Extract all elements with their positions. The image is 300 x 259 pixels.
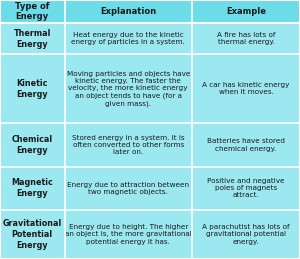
Bar bbox=[64, 210, 192, 259]
Bar bbox=[0, 54, 64, 124]
Text: Energy due to height. The higher
an object is, the more gravitational
potential : Energy due to height. The higher an obje… bbox=[65, 224, 192, 244]
Text: Explanation: Explanation bbox=[100, 7, 156, 16]
Text: Moving particles and objects have
kinetic energy. The faster the
velocity, the m: Moving particles and objects have kineti… bbox=[67, 71, 190, 107]
Text: A car has kinetic energy
when it moves.: A car has kinetic energy when it moves. bbox=[202, 82, 290, 95]
Text: Thermal
Energy: Thermal Energy bbox=[14, 29, 51, 49]
Text: Kinetic
Energy: Kinetic Energy bbox=[16, 79, 48, 99]
Text: Energy due to attraction between
two magnetic objects.: Energy due to attraction between two mag… bbox=[67, 182, 189, 195]
Text: Type of
Energy: Type of Energy bbox=[15, 2, 50, 21]
Bar bbox=[0, 210, 64, 259]
Bar bbox=[192, 210, 300, 259]
Bar bbox=[0, 124, 64, 167]
Bar bbox=[64, 54, 192, 124]
Text: Stored energy in a system. It is
often converted to other forms
later on.: Stored energy in a system. It is often c… bbox=[72, 135, 184, 155]
Text: Gravitational
Potential
Energy: Gravitational Potential Energy bbox=[3, 219, 62, 250]
Bar bbox=[192, 167, 300, 210]
Bar bbox=[0, 0, 64, 23]
Bar bbox=[192, 0, 300, 23]
Bar bbox=[64, 124, 192, 167]
Text: Batteries have stored
chemical energy.: Batteries have stored chemical energy. bbox=[207, 138, 285, 152]
Bar bbox=[192, 54, 300, 124]
Bar bbox=[64, 167, 192, 210]
Text: Heat energy due to the kinetic
energy of particles in a system.: Heat energy due to the kinetic energy of… bbox=[71, 32, 185, 45]
Bar bbox=[64, 23, 192, 54]
Text: A parachutist has lots of
gravitational potential
energy.: A parachutist has lots of gravitational … bbox=[202, 224, 290, 244]
Text: Positive and negative
poles of magnets
attract.: Positive and negative poles of magnets a… bbox=[207, 178, 285, 198]
Bar bbox=[0, 167, 64, 210]
Bar bbox=[0, 23, 64, 54]
Text: Example: Example bbox=[226, 7, 266, 16]
Text: A fire has lots of
thermal energy.: A fire has lots of thermal energy. bbox=[217, 32, 275, 45]
Bar bbox=[192, 124, 300, 167]
Text: Chemical
Energy: Chemical Energy bbox=[12, 135, 53, 155]
Bar bbox=[192, 23, 300, 54]
Text: Magnetic
Energy: Magnetic Energy bbox=[11, 178, 53, 198]
Bar bbox=[64, 0, 192, 23]
